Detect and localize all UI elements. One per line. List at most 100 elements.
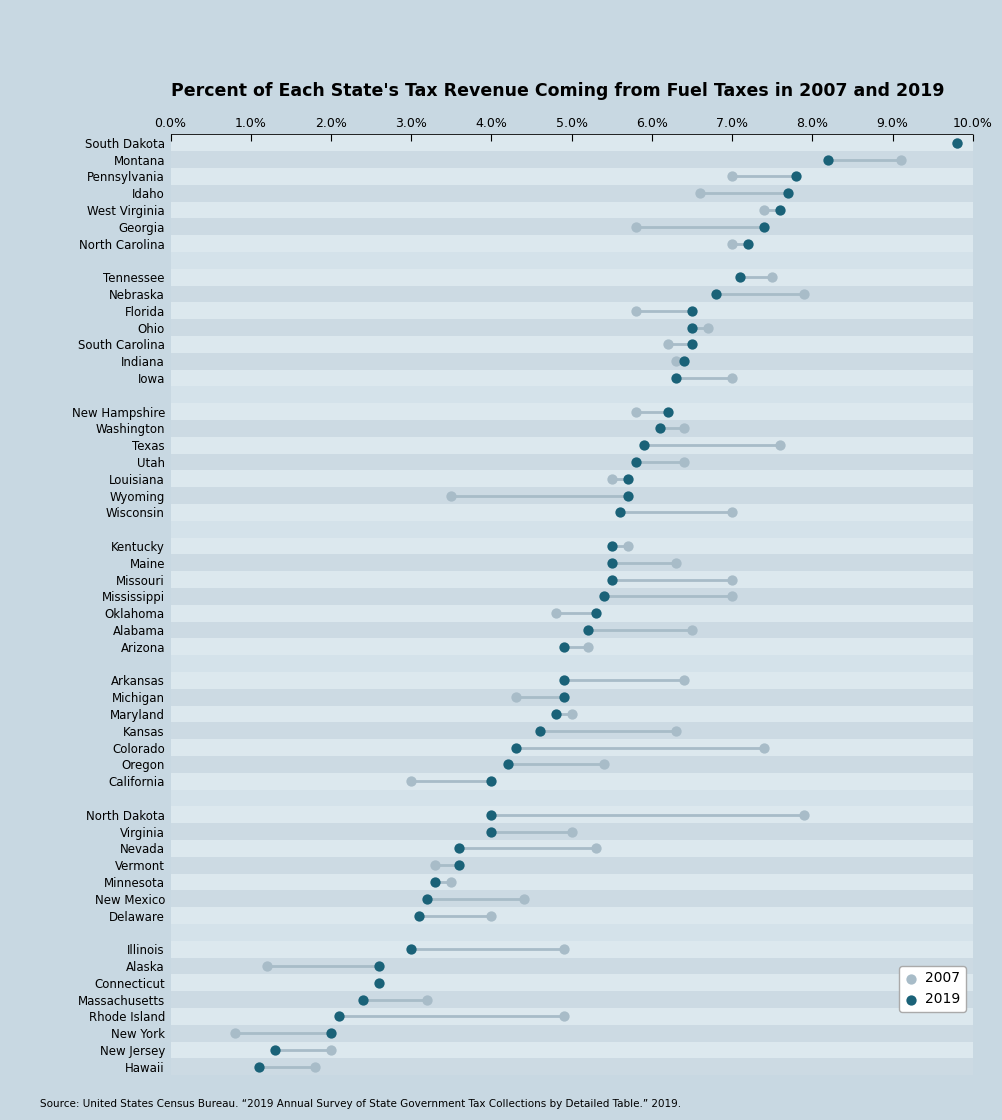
Point	[323, 1024, 339, 1042]
Bar	[170, 823, 972, 840]
Bar	[170, 773, 972, 790]
Bar	[170, 252, 972, 269]
Bar	[170, 907, 972, 924]
Point	[675, 420, 691, 438]
Bar	[170, 840, 972, 857]
Bar	[170, 1025, 972, 1042]
Point	[739, 235, 756, 253]
Point	[675, 452, 691, 470]
Bar	[170, 605, 972, 622]
Bar	[170, 588, 972, 605]
Point	[627, 452, 643, 470]
Point	[555, 941, 571, 959]
Bar	[170, 1058, 972, 1075]
Point	[483, 907, 499, 925]
Bar	[170, 689, 972, 706]
Point	[659, 336, 675, 354]
Point	[419, 889, 435, 907]
Point	[323, 1042, 339, 1060]
Bar	[170, 790, 972, 806]
Bar	[170, 974, 972, 991]
Point	[547, 706, 563, 724]
Point	[259, 956, 275, 974]
Bar	[170, 235, 972, 252]
Point	[627, 302, 643, 320]
Point	[307, 1057, 323, 1075]
Point	[756, 218, 772, 236]
Point	[587, 840, 603, 858]
Point	[796, 806, 812, 824]
Text: Source: United States Census Bureau. “2019 Annual Survey of State Government Tax: Source: United States Census Bureau. “20…	[40, 1099, 680, 1109]
Bar	[170, 622, 972, 638]
Point	[659, 403, 675, 421]
Point	[675, 352, 691, 370]
Point	[699, 319, 715, 337]
Point	[531, 722, 547, 740]
Point	[948, 134, 964, 152]
Point	[603, 571, 619, 589]
Point	[683, 336, 699, 354]
Point	[451, 840, 467, 858]
Point	[667, 554, 683, 572]
Bar	[170, 1042, 972, 1058]
Bar	[170, 756, 972, 773]
Bar	[170, 470, 972, 487]
Point	[555, 688, 571, 707]
Point	[756, 202, 772, 220]
Bar	[170, 857, 972, 874]
Point	[772, 437, 788, 455]
Point	[780, 185, 796, 203]
Bar	[170, 386, 972, 403]
Bar	[170, 437, 972, 454]
Bar	[170, 672, 972, 689]
Point	[547, 605, 563, 623]
Point	[627, 403, 643, 421]
Point	[651, 420, 667, 438]
Point	[371, 956, 387, 974]
Point	[267, 1042, 283, 1060]
Bar	[170, 168, 972, 185]
Point	[595, 588, 611, 606]
Point	[683, 620, 699, 638]
Point	[619, 470, 635, 488]
Point	[603, 554, 619, 572]
Point	[483, 773, 499, 791]
Point	[723, 168, 739, 186]
Point	[250, 1057, 267, 1075]
Point	[226, 1024, 242, 1042]
Bar	[170, 538, 972, 554]
Bar	[170, 185, 972, 202]
Point	[627, 218, 643, 236]
Point	[723, 504, 739, 522]
Point	[443, 486, 459, 504]
Point	[756, 739, 772, 757]
Bar	[170, 487, 972, 504]
Bar	[170, 571, 972, 588]
Bar	[170, 806, 972, 823]
Bar	[170, 319, 972, 336]
Bar	[170, 302, 972, 319]
Point	[483, 806, 499, 824]
Point	[667, 370, 683, 388]
Point	[427, 874, 443, 892]
Point	[499, 755, 515, 773]
Bar	[170, 1008, 972, 1025]
Bar	[170, 353, 972, 370]
Bar	[170, 638, 972, 655]
Point	[515, 889, 531, 907]
Point	[948, 134, 964, 152]
Point	[403, 941, 419, 959]
Bar	[170, 924, 972, 941]
Point	[619, 538, 635, 556]
Point	[635, 437, 651, 455]
Point	[723, 571, 739, 589]
Point	[667, 722, 683, 740]
Legend: 2007, 2019: 2007, 2019	[898, 965, 965, 1011]
Bar	[170, 370, 972, 386]
Bar	[170, 890, 972, 907]
Point	[820, 151, 836, 169]
Point	[331, 1008, 347, 1026]
Point	[619, 486, 635, 504]
Point	[587, 605, 603, 623]
Point	[371, 973, 387, 992]
